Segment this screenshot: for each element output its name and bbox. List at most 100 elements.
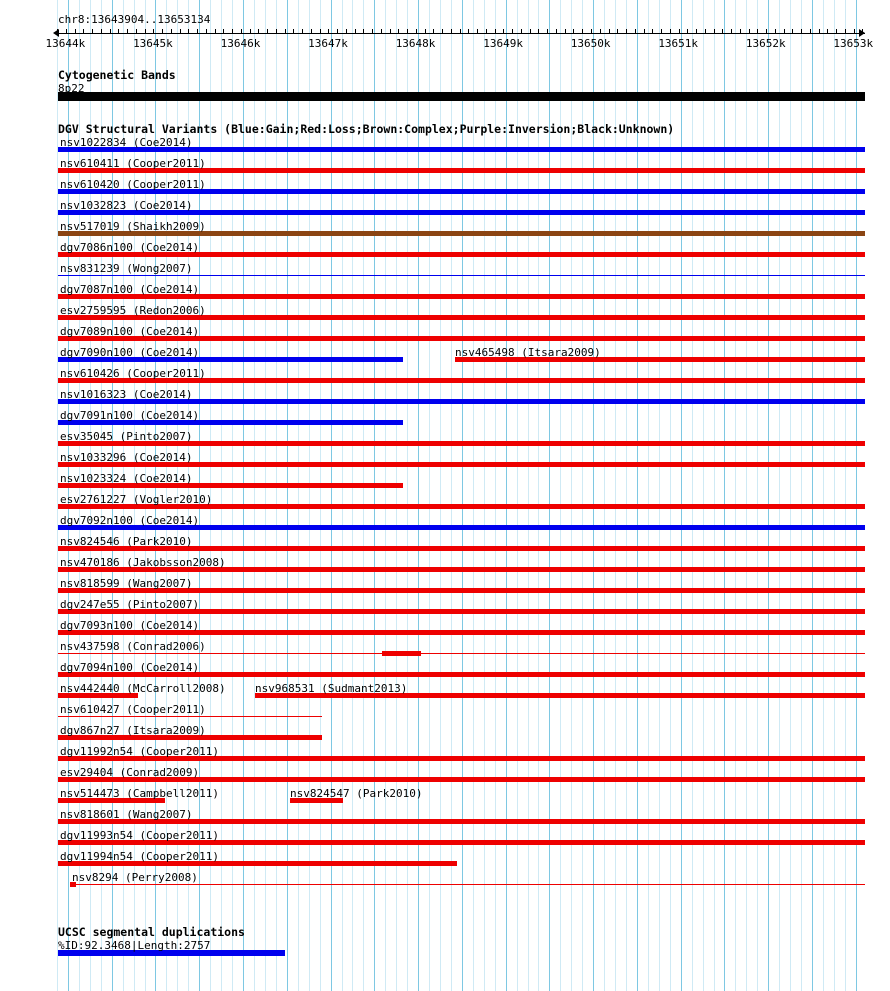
dgv-variant-bar[interactable] (58, 462, 865, 467)
dgv-variant-bar[interactable] (58, 716, 322, 717)
dgv-variant-bar[interactable] (255, 693, 865, 698)
dgv-variant-label[interactable]: esv2759595 (Redon2006) (60, 304, 206, 317)
dgv-variant-label[interactable]: nsv831239 (Wong2007) (60, 262, 193, 275)
axis-minor-tick (320, 29, 321, 34)
axis-minor-tick (565, 29, 566, 34)
dgv-variant-bar[interactable] (58, 588, 865, 593)
axis-minor-tick (766, 29, 767, 34)
gridline (670, 0, 671, 991)
dgv-variant-bar[interactable] (58, 735, 322, 740)
dgv-variant-bar[interactable] (58, 525, 865, 530)
dgv-variant-label[interactable]: nsv1022834 (Coe2014) (60, 136, 193, 149)
dgv-variant-label[interactable]: dgv7093n100 (Coe2014) (60, 619, 200, 632)
dgv-variant-bar[interactable] (58, 693, 138, 698)
dgv-variant-bar[interactable] (58, 231, 865, 236)
dgv-variant-label[interactable]: esv29404 (Conrad2009) (60, 766, 200, 779)
dgv-variant-label[interactable]: nsv824547 (Park2010) (290, 787, 423, 800)
dgv-variant-label[interactable]: dgv7090n100 (Coe2014) (60, 346, 200, 359)
gridline (538, 0, 539, 991)
gridline (659, 0, 660, 991)
dgv-variant-bar[interactable] (58, 798, 165, 803)
gridline (823, 0, 824, 991)
dgv-variant-bar[interactable] (58, 252, 865, 257)
dgv-variant-bar[interactable] (58, 336, 865, 341)
dgv-variant-bar[interactable] (58, 546, 865, 551)
dgv-variant-bar[interactable] (58, 777, 865, 782)
dgv-variant-label[interactable]: dgv7086n100 (Coe2014) (60, 241, 200, 254)
dgv-variant-bar[interactable] (58, 672, 865, 677)
dgv-variant-label[interactable]: nsv1023324 (Coe2014) (60, 472, 193, 485)
dgv-variant-bar[interactable] (58, 357, 403, 362)
dgv-variant-label[interactable]: nsv610411 (Cooper2011) (60, 157, 206, 170)
dgv-variant-bar[interactable] (58, 483, 403, 488)
dgv-variant-label[interactable]: nsv437598 (Conrad2006) (60, 640, 206, 653)
axis-minor-tick (503, 29, 504, 34)
dgv-variant-label[interactable]: dgv7092n100 (Coe2014) (60, 514, 200, 527)
dgv-variant-label[interactable]: dgv7087n100 (Coe2014) (60, 283, 200, 296)
dgv-variant-label[interactable]: dgv7094n100 (Coe2014) (60, 661, 200, 674)
segdup-bar[interactable] (58, 950, 285, 956)
dgv-variant-bar[interactable] (58, 275, 865, 276)
axis-minor-tick (215, 29, 216, 34)
dgv-variant-label[interactable]: nsv818599 (Wang2007) (60, 577, 193, 590)
dgv-variant-label[interactable]: nsv1033296 (Coe2014) (60, 451, 193, 464)
dgv-variant-bar[interactable] (58, 168, 865, 173)
gridline (637, 0, 638, 991)
dgv-variant-label[interactable]: dgv7089n100 (Coe2014) (60, 325, 200, 338)
dgv-variant-bar[interactable] (58, 399, 865, 404)
dgv-variant-bar[interactable] (58, 147, 865, 152)
dgv-variant-bar[interactable] (58, 630, 865, 635)
dgv-variant-label[interactable]: esv35045 (Pinto2007) (60, 430, 193, 443)
dgv-variant-bar[interactable] (58, 189, 865, 194)
dgv-variant-label[interactable]: dgv11994n54 (Cooper2011) (60, 850, 219, 863)
dgv-variant-label[interactable]: dgv11993n54 (Cooper2011) (60, 829, 219, 842)
dgv-variant-label[interactable]: nsv465498 (Itsara2009) (455, 346, 601, 359)
dgv-variant-bar[interactable] (290, 798, 343, 803)
axis-minor-tick (591, 29, 592, 34)
dgv-variant-label[interactable]: nsv470186 (Jakobsson2008) (60, 556, 226, 569)
dgv-variant-label[interactable]: dgv867n27 (Itsara2009) (60, 724, 206, 737)
dgv-variant-bar[interactable] (58, 861, 457, 866)
dgv-variant-label[interactable]: nsv1032823 (Coe2014) (60, 199, 193, 212)
dgv-variant-label[interactable]: nsv8294 (Perry2008) (72, 871, 198, 884)
cytoband-bar[interactable] (58, 92, 865, 101)
dgv-variant-bar[interactable] (58, 504, 865, 509)
dgv-variant-bar[interactable] (58, 420, 403, 425)
dgv-variant-bar[interactable] (58, 756, 865, 761)
dgv-variant-bar[interactable] (58, 315, 865, 320)
dgv-variant-bar[interactable] (58, 210, 865, 215)
dgv-variant-label[interactable]: nsv610427 (Cooper2011) (60, 703, 206, 716)
dgv-variant-label[interactable]: nsv610420 (Cooper2011) (60, 178, 206, 191)
dgv-variant-bar[interactable] (58, 819, 865, 824)
dgv-variant-label[interactable]: nsv517019 (Shaikh2009) (60, 220, 206, 233)
dgv-variant-bar[interactable] (58, 441, 865, 446)
dgv-variant-bar[interactable] (58, 609, 865, 614)
axis-minor-tick (153, 29, 154, 34)
dgv-variant-label[interactable]: esv2761227 (Vogler2010) (60, 493, 213, 506)
axis-minor-tick (118, 29, 119, 34)
dgv-variant-label[interactable]: nsv968531 (Sudmant2013) (255, 682, 408, 695)
gridline (801, 0, 802, 991)
dgv-variant-label[interactable]: nsv824546 (Park2010) (60, 535, 193, 548)
dgv-variant-bar[interactable] (70, 882, 76, 887)
dgv-variant-label[interactable]: dgv11992n54 (Cooper2011) (60, 745, 219, 758)
dgv-variant-label[interactable]: dgv7091n100 (Coe2014) (60, 409, 200, 422)
axis-tick-label: 13652k (745, 37, 786, 50)
axis-minor-tick (512, 29, 513, 34)
dgv-variant-bar[interactable] (58, 294, 865, 299)
dgv-variant-bar[interactable] (58, 840, 865, 845)
dgv-variant-bar[interactable] (455, 357, 865, 362)
dgv-variant-label[interactable]: nsv1016323 (Coe2014) (60, 388, 193, 401)
axis-minor-tick (827, 29, 828, 34)
dgv-variant-bar[interactable] (382, 651, 421, 656)
gridline (309, 0, 310, 991)
dgv-variant-label[interactable]: nsv442440 (McCarroll2008) (60, 682, 226, 695)
dgv-variant-extent-line (70, 884, 865, 885)
dgv-variant-label[interactable]: nsv514473 (Campbell2011) (60, 787, 219, 800)
gridline (615, 0, 616, 991)
dgv-variant-bar[interactable] (58, 567, 865, 572)
dgv-variant-label[interactable]: nsv610426 (Cooper2011) (60, 367, 206, 380)
dgv-variant-bar[interactable] (58, 378, 865, 383)
dgv-variant-label[interactable]: nsv818601 (Wang2007) (60, 808, 193, 821)
dgv-variant-label[interactable]: dgv247e55 (Pinto2007) (60, 598, 200, 611)
